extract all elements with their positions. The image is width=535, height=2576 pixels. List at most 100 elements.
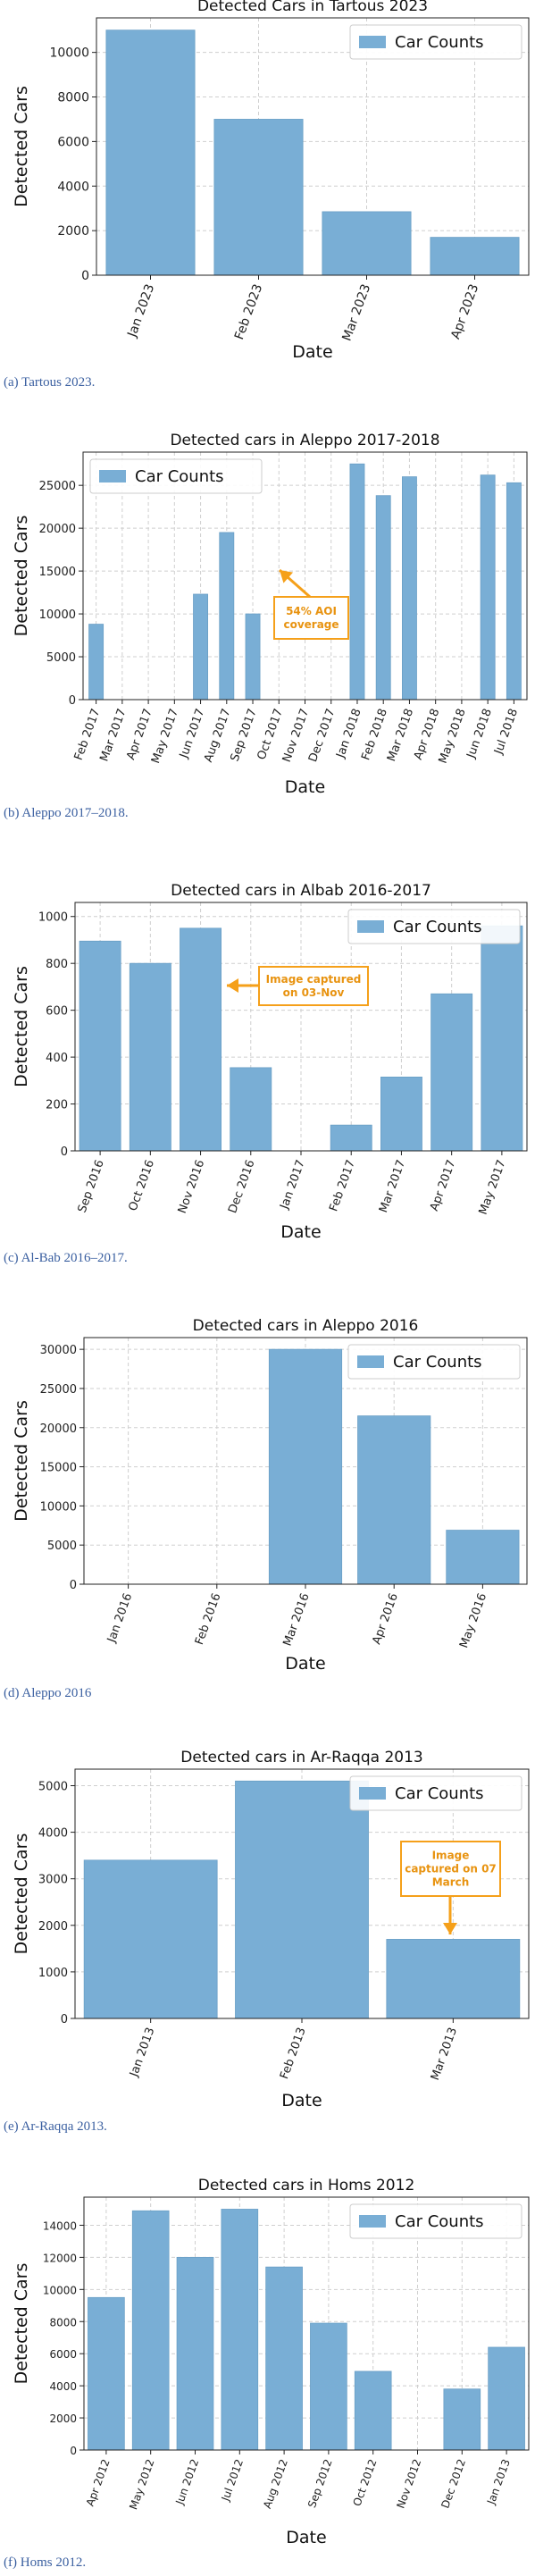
bar xyxy=(83,1859,218,2019)
x-tick-label: Dec 2016 xyxy=(226,1158,257,1215)
y-tick-label: 200 xyxy=(46,1099,68,1112)
x-tick-label: May 2016 xyxy=(457,1591,489,1649)
y-tick-label: 1000 xyxy=(38,1967,68,1980)
legend-swatch xyxy=(359,36,386,48)
x-tick-label: Jul 2012 xyxy=(219,2457,246,2504)
x-tick-label: Jun 2018 xyxy=(464,707,495,760)
bar xyxy=(349,463,365,701)
plot-frame xyxy=(83,2196,530,2451)
bar xyxy=(330,1124,372,1152)
y-tick-label: 4000 xyxy=(38,1827,68,1841)
x-tick-label: Feb 2016 xyxy=(193,1591,224,1647)
chart-title: Detected Cars in Tartous 2023 xyxy=(197,0,428,15)
x-tick-label: Sep 2012 xyxy=(305,2457,335,2509)
legend-swatch xyxy=(359,1787,386,1800)
x-tick-label: Mar 2023 xyxy=(339,282,373,343)
x-axis-label: Date xyxy=(286,2528,326,2547)
chart-title: Detected cars in Aleppo 2016 xyxy=(193,1317,419,1335)
x-tick-label: Oct 2016 xyxy=(127,1158,158,1212)
x-tick-label: Feb 2013 xyxy=(278,2026,309,2081)
y-tick-label: 12000 xyxy=(43,2252,77,2264)
bar xyxy=(375,495,391,701)
chart-title: Detected cars in Albab 2016-2017 xyxy=(171,882,431,900)
chart-title: Detected cars in Aleppo 2017-2018 xyxy=(170,432,439,449)
y-tick-label: 25000 xyxy=(40,1383,77,1397)
bar xyxy=(268,1348,343,1585)
y-tick-label: 2000 xyxy=(38,1920,68,1934)
y-axis-label: Detected Cars xyxy=(12,1400,31,1522)
annotation-text: coverage xyxy=(283,618,339,631)
bar-chart-ar-raqqa-2013: Detected cars in Ar-Raqqa 2013 0 1000 2000 3… xyxy=(12,1749,530,2110)
bar xyxy=(79,940,121,1152)
y-tick-label: 10000 xyxy=(43,2284,77,2296)
y-tick-label: 3000 xyxy=(38,1874,68,1887)
y-tick-label: 20000 xyxy=(40,1422,77,1436)
legend-box xyxy=(349,2203,522,2239)
y-tick-label: 10000 xyxy=(49,46,89,61)
x-axis-label: Date xyxy=(285,1654,325,1674)
x-tick-label: Nov 2012 xyxy=(394,2457,423,2510)
y-axis-label: Detected Cars xyxy=(12,86,31,207)
annotation-box xyxy=(273,596,349,640)
x-axis-label: Date xyxy=(285,777,325,797)
legend-swatch xyxy=(357,1355,384,1368)
bar xyxy=(221,2209,259,2451)
legend-swatch xyxy=(99,470,126,482)
bar xyxy=(265,2266,303,2451)
x-tick-label: Jan 2017 xyxy=(278,1158,308,1212)
y-tick-label: 6000 xyxy=(57,135,89,149)
y-tick-label: 0 xyxy=(61,2013,68,2026)
x-tick-label: Apr 2018 xyxy=(412,707,443,761)
bar xyxy=(180,927,222,1152)
x-tick-label: Jan 2016 xyxy=(104,1591,135,1645)
bar-chart-aleppo-2017-2018: Detected cars in Aleppo 2017-2018 0 5000 10… xyxy=(12,432,528,797)
x-tick-label: Oct 2012 xyxy=(351,2457,380,2508)
y-tick-label: 2000 xyxy=(57,224,89,239)
bar-chart-aleppo-2016: Detected cars in Aleppo 2016 0 5000 10000 15… xyxy=(12,1317,528,1674)
chart-title: Detected cars in Ar-Raqqa 2013 xyxy=(180,1749,422,1766)
y-tick-label: 20000 xyxy=(39,523,76,536)
x-tick-label: Feb 2017 xyxy=(327,1158,358,1213)
x-tick-label: Jan 2023 xyxy=(125,282,157,340)
bar xyxy=(446,1530,520,1585)
y-tick-label: 8000 xyxy=(49,2316,77,2328)
legend-box xyxy=(347,909,521,944)
annotation-text: captured on 07 xyxy=(405,1863,497,1875)
legend-swatch xyxy=(357,920,384,933)
x-axis-label: Date xyxy=(280,1222,321,1242)
x-tick-label: May 2018 xyxy=(437,707,469,765)
figure-caption: (b) Aleppo 2017–2018. xyxy=(4,806,129,820)
plot-frame xyxy=(96,17,530,276)
bar xyxy=(131,2210,170,2451)
bar xyxy=(402,476,417,701)
figure-caption: (d) Aleppo 2016 xyxy=(4,1686,92,1700)
annotation-arrow-head xyxy=(443,1923,457,1934)
y-tick-label: 0 xyxy=(61,1145,68,1159)
x-tick-label: Apr 2012 xyxy=(84,2457,113,2508)
annotation-text: March xyxy=(432,1876,470,1889)
bar xyxy=(245,613,261,701)
y-tick-label: 1000 xyxy=(38,911,68,925)
y-axis-label: Detected Cars xyxy=(12,2263,31,2385)
x-tick-label: Apr 2017 xyxy=(124,707,155,761)
y-tick-label: 400 xyxy=(46,1052,68,1065)
bar xyxy=(480,474,496,701)
y-tick-label: 4000 xyxy=(49,2380,77,2393)
y-tick-label: 0 xyxy=(70,2445,77,2457)
y-tick-label: 5000 xyxy=(38,1780,68,1793)
annotation-text: on 03-Nov xyxy=(283,986,345,999)
bar xyxy=(88,2296,125,2451)
x-tick-label: Apr 2023 xyxy=(448,282,481,341)
y-tick-label: 8000 xyxy=(57,91,89,105)
x-tick-label: May 2017 xyxy=(477,1158,509,1216)
x-tick-label: Sep 2016 xyxy=(76,1158,107,1214)
x-tick-label: Jan 2013 xyxy=(484,2457,513,2506)
y-tick-label: 0 xyxy=(69,694,76,708)
y-tick-label: 5000 xyxy=(46,651,76,665)
x-tick-label: Mar 2017 xyxy=(377,1158,408,1214)
y-tick-label: 15000 xyxy=(40,1462,77,1475)
x-tick-label: Nov 2016 xyxy=(176,1158,208,1215)
bar xyxy=(430,237,520,276)
y-tick-label: 0 xyxy=(81,269,89,283)
bar xyxy=(322,211,412,276)
